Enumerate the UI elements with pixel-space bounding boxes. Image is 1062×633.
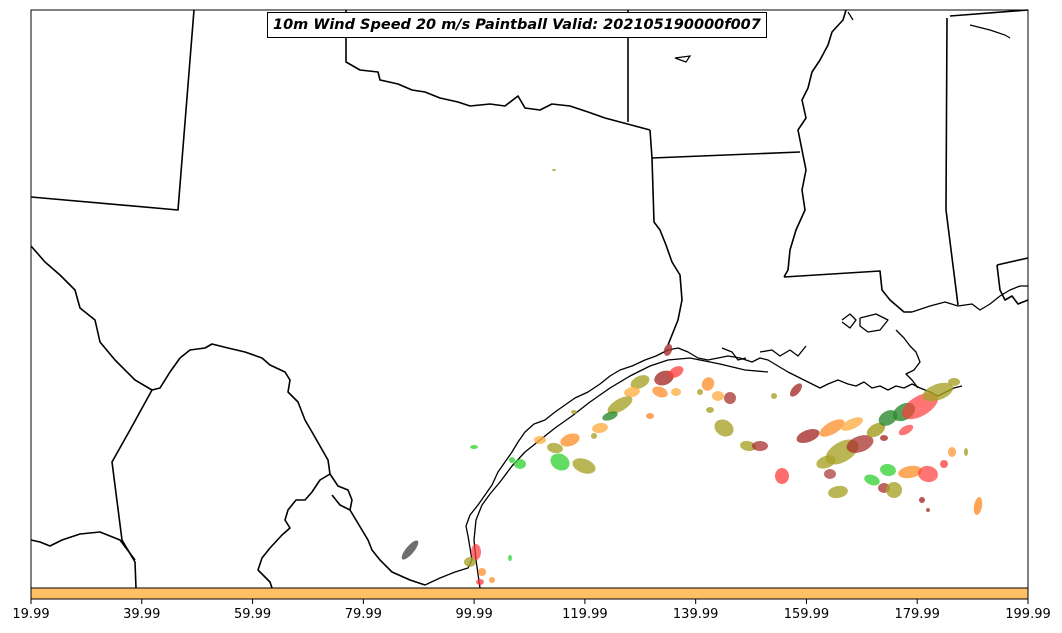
paintball-blob	[602, 411, 618, 421]
paintball-blob	[714, 419, 734, 437]
paintball-blob	[918, 465, 938, 483]
colorbar-tick-label: 19.99	[12, 607, 50, 622]
paintball-blob	[701, 377, 715, 391]
paintball-blob	[864, 474, 880, 486]
paintball-blob	[478, 568, 486, 576]
paintball-blob	[880, 435, 888, 441]
paintball-blob	[922, 382, 954, 402]
paintball-blob	[824, 469, 836, 479]
paintball-blob	[926, 508, 930, 512]
paintball-blob	[509, 457, 515, 463]
paintball-blob	[668, 366, 684, 378]
colorbar-ticks	[30, 599, 1029, 604]
paintball-blob	[624, 386, 640, 398]
colorbar-tick-label: 199.99	[1005, 607, 1051, 622]
colorbar-tick-label: 179.99	[894, 607, 940, 622]
paintball-blob	[464, 557, 476, 567]
paintball-blob	[471, 544, 481, 560]
paintball-blob	[964, 448, 968, 456]
colorbar-tick-label: 59.99	[233, 607, 272, 622]
paintball-blob	[898, 424, 914, 436]
paintball-blob	[697, 389, 703, 395]
colorbar	[30, 587, 1029, 604]
paintball-blob	[819, 419, 845, 437]
paintball-blob	[592, 422, 608, 434]
paintball-blobs	[401, 169, 983, 585]
paintball-blob	[940, 460, 948, 468]
colorbar-fill	[30, 587, 1029, 600]
paintball-blob	[948, 447, 956, 457]
colorbar-tick-label: 79.99	[344, 607, 382, 622]
paintball-blob	[816, 455, 836, 469]
paintball-blob	[790, 383, 802, 397]
paintball-blob	[775, 468, 789, 484]
colorbar-tick-label: 119.99	[562, 607, 608, 622]
colorbar-tick-label: 139.99	[672, 607, 719, 622]
paintball-blob	[706, 407, 714, 413]
paintball-blob	[646, 413, 654, 419]
paintball-blob	[652, 386, 668, 398]
paintball-blob	[898, 465, 922, 479]
paintball-blob	[401, 540, 419, 560]
paintball-blob	[878, 410, 898, 426]
colorbar-tick-label: 159.99	[783, 607, 830, 622]
paintball-blob	[591, 433, 597, 439]
paintball-blob	[771, 393, 777, 399]
paintball-blob	[973, 497, 983, 515]
colorbar-tick-label: 99.99	[455, 607, 493, 622]
paintball-blob	[828, 485, 848, 499]
paintball-blob	[552, 169, 556, 171]
paintball-blob	[919, 497, 925, 503]
paintball-blob	[948, 378, 960, 386]
paintball-blob	[470, 445, 478, 449]
map-details	[674, 11, 1011, 63]
paintball-blob	[724, 392, 736, 404]
paintball-blob	[489, 577, 495, 583]
paintball-blob	[840, 417, 864, 431]
paintball-blob	[752, 441, 768, 451]
paintball-blob	[866, 422, 886, 438]
paintball-blob	[607, 396, 633, 414]
paintball-blob	[880, 463, 896, 477]
paintball-blob	[550, 453, 570, 471]
colorbar-tick-label: 39.99	[123, 607, 161, 622]
paintball-blob	[508, 555, 512, 561]
paintball-blob	[740, 440, 756, 452]
paintball-blob	[534, 436, 546, 444]
paintball-blob	[476, 579, 484, 585]
paintball-blob	[571, 410, 577, 414]
paintball-blob	[547, 442, 563, 454]
paintball-blob	[712, 391, 724, 401]
map-panel	[30, 9, 1029, 589]
paintball-blob	[560, 433, 580, 447]
paintball-blob	[572, 458, 596, 474]
chart-title: 10m Wind Speed 20 m/s Paintball Valid: 2…	[267, 12, 767, 38]
paintball-blob	[630, 375, 650, 389]
paintball-blob	[671, 388, 681, 396]
paintball-blob	[886, 482, 902, 498]
paintball-blob	[796, 429, 820, 443]
paintball-blob	[663, 344, 673, 356]
paintball-blob	[846, 435, 874, 453]
paintball-blob	[514, 459, 526, 469]
coastline	[424, 285, 1028, 589]
